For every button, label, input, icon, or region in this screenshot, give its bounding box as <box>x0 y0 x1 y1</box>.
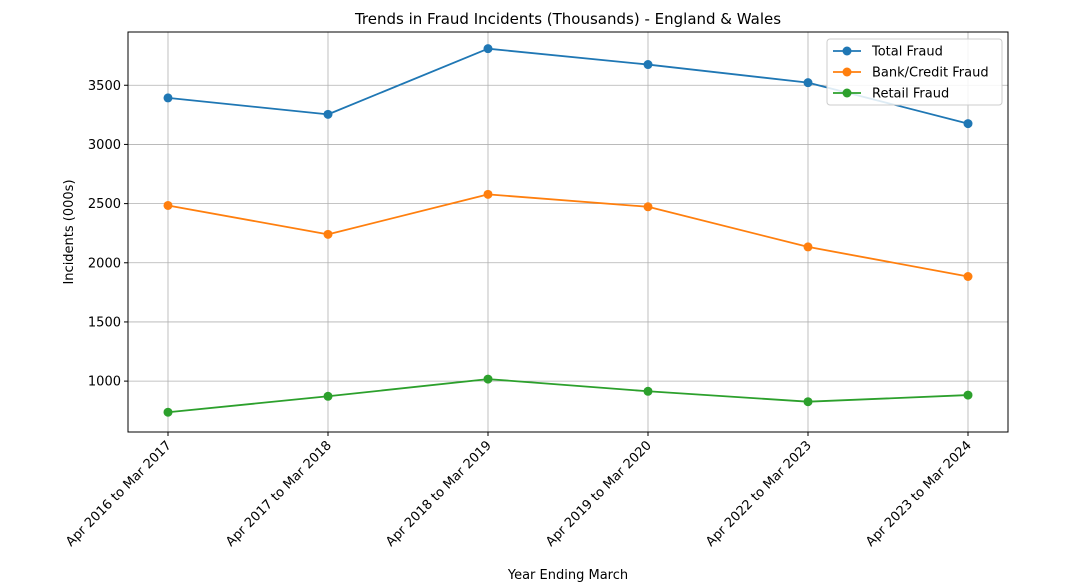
y-axis-ticks: 1000 1500 2000 2500 3000 3500 <box>88 79 128 390</box>
x-axis-ticks: Apr 2016 to Mar 2017 Apr 2017 to Mar 2018… <box>63 432 975 550</box>
y-tick-label: 2500 <box>88 197 121 212</box>
series-line-retail-fraud <box>167 378 969 414</box>
legend: Total Fraud Bank/Credit Fraud Retail Fraud <box>826 38 1003 106</box>
y-tick-label: 2000 <box>88 256 121 271</box>
data-point-retail-fraud <box>163 407 173 417</box>
data-point-bank-credit-fraud <box>163 200 173 210</box>
x-tick-label: Apr 2016 to Mar 2017 <box>63 438 175 550</box>
data-point-bank-credit-fraud <box>643 202 653 212</box>
legend-label-total-fraud: Total Fraud <box>871 45 943 60</box>
data-point-retail-fraud <box>963 390 973 400</box>
y-tick-label: 3500 <box>88 79 121 94</box>
x-tick-label: Apr 2018 to Mar 2019 <box>383 438 495 550</box>
data-point-total-fraud <box>963 119 973 129</box>
data-point-bank-credit-fraud <box>803 242 813 252</box>
x-tick-label: Apr 2022 to Mar 2023 <box>703 438 815 550</box>
legend-label-bank-credit-fraud: Bank/Credit Fraud <box>872 66 989 81</box>
data-point-retail-fraud <box>643 386 653 396</box>
data-point-retail-fraud <box>483 374 493 384</box>
series-bank-credit-fraud <box>163 189 973 281</box>
data-point-bank-credit-fraud <box>323 229 333 239</box>
data-point-total-fraud <box>803 78 813 88</box>
x-tick-label: Apr 2019 to Mar 2020 <box>543 438 655 550</box>
legend-marker-retail-fraud <box>842 88 852 98</box>
series-retail-fraud <box>163 374 973 417</box>
plot-area <box>127 31 1009 433</box>
series-line-bank-credit-fraud <box>167 193 969 278</box>
y-tick-label: 1500 <box>88 315 121 330</box>
data-point-total-fraud <box>163 93 173 103</box>
x-tick-label: Apr 2023 to Mar 2024 <box>863 438 975 550</box>
y-tick-label: 1000 <box>88 375 121 390</box>
legend-box <box>826 38 1003 106</box>
data-point-retail-fraud <box>803 397 813 407</box>
data-point-bank-credit-fraud <box>963 271 973 281</box>
x-tick-label: Apr 2017 to Mar 2018 <box>223 438 335 550</box>
data-point-retail-fraud <box>323 391 333 401</box>
legend-marker-total-fraud <box>842 46 852 56</box>
data-point-total-fraud <box>643 60 653 70</box>
legend-marker-bank-credit-fraud <box>842 67 852 77</box>
legend-label-retail-fraud: Retail Fraud <box>872 87 949 102</box>
y-axis-label: Incidents (000s) <box>62 179 77 284</box>
data-point-bank-credit-fraud <box>483 189 493 199</box>
data-point-total-fraud <box>323 109 333 119</box>
chart-title: Trends in Fraud Incidents (Thousands) - … <box>354 10 781 28</box>
x-axis-label: Year Ending March <box>507 568 628 583</box>
y-tick-label: 3000 <box>88 138 121 153</box>
data-point-total-fraud <box>483 44 493 54</box>
